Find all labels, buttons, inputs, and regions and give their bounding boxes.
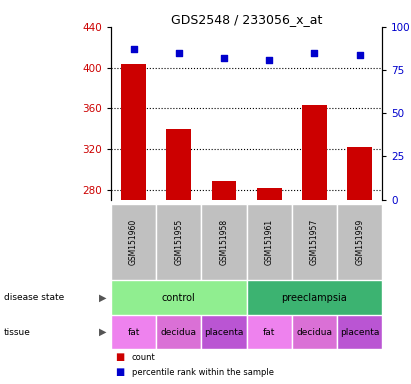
- Text: percentile rank within the sample: percentile rank within the sample: [132, 368, 273, 377]
- Bar: [111, 280, 247, 315]
- Text: fat: fat: [127, 328, 140, 337]
- Bar: [292, 315, 337, 349]
- Text: placenta: placenta: [340, 328, 379, 337]
- Bar: [166, 129, 191, 200]
- Bar: [121, 65, 146, 200]
- Bar: [247, 204, 292, 280]
- Bar: [247, 315, 292, 349]
- Text: placenta: placenta: [204, 328, 244, 337]
- Bar: [292, 204, 337, 280]
- Bar: [201, 204, 247, 280]
- Text: tissue: tissue: [4, 328, 31, 337]
- Title: GDS2548 / 233056_x_at: GDS2548 / 233056_x_at: [171, 13, 322, 26]
- Bar: [347, 147, 372, 200]
- Text: disease state: disease state: [4, 293, 65, 302]
- Text: ■: ■: [115, 367, 125, 377]
- Text: GSM151957: GSM151957: [310, 219, 319, 265]
- Bar: [302, 105, 327, 200]
- Point: [266, 56, 272, 63]
- Text: ▶: ▶: [99, 327, 106, 337]
- Text: decidua: decidua: [161, 328, 197, 337]
- Point: [175, 50, 182, 56]
- Text: GSM151958: GSM151958: [219, 219, 229, 265]
- Text: ■: ■: [115, 352, 125, 362]
- Bar: [111, 204, 156, 280]
- Bar: [201, 315, 247, 349]
- Point: [130, 46, 137, 52]
- Point: [311, 50, 318, 56]
- Text: control: control: [162, 293, 196, 303]
- Point: [356, 51, 363, 58]
- Text: ▶: ▶: [99, 293, 106, 303]
- Text: decidua: decidua: [296, 328, 332, 337]
- Bar: [111, 315, 156, 349]
- Bar: [337, 204, 382, 280]
- Text: GSM151961: GSM151961: [265, 219, 274, 265]
- Bar: [212, 181, 236, 200]
- Text: preeclampsia: preeclampsia: [282, 293, 347, 303]
- Point: [221, 55, 227, 61]
- Bar: [337, 315, 382, 349]
- Text: count: count: [132, 353, 155, 362]
- Bar: [257, 189, 282, 200]
- Bar: [156, 204, 201, 280]
- Bar: [156, 315, 201, 349]
- Bar: [247, 280, 382, 315]
- Text: GSM151955: GSM151955: [174, 219, 183, 265]
- Text: GSM151959: GSM151959: [355, 219, 364, 265]
- Text: GSM151960: GSM151960: [129, 219, 138, 265]
- Text: fat: fat: [263, 328, 275, 337]
